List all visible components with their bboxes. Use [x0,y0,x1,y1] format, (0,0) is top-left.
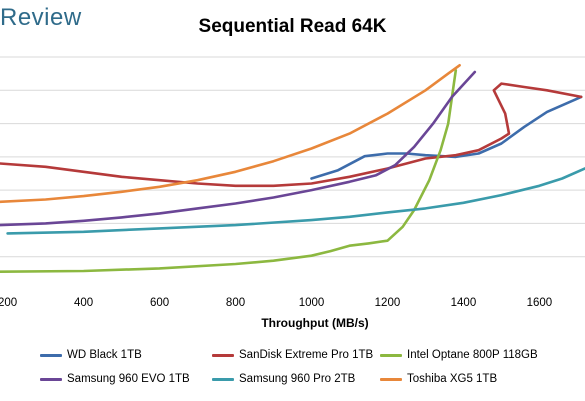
line-chart: 200 400 600 800 1000 1200 1400 1600 Throughput … [0,56,585,330]
legend-item: SanDisk Extreme Pro 1TB [212,349,373,361]
series-line-5 [0,64,461,204]
legend-swatch [40,353,62,357]
legend-label: Samsung 960 EVO 1TB [67,373,190,385]
x-tick-label: 1200 [375,297,401,309]
legend-swatch [380,353,402,357]
legend-label: Samsung 960 Pro 2TB [239,373,356,385]
legend-item: WD Black 1TB [40,349,142,361]
legend-item: Toshiba XG5 1TB [380,373,497,385]
legend-swatch [212,377,234,381]
series-line-1 [0,82,583,188]
legend-label: WD Black 1TB [67,349,142,361]
legend-swatch [212,353,234,357]
series-line-0 [310,95,583,180]
x-tick-label: 200 [0,297,17,309]
series-line-2 [0,69,458,274]
x-tick-label: 400 [74,297,93,309]
legend-swatch [40,377,62,381]
legend-swatch [380,377,402,381]
x-axis-label: Throughput (MB/s) [261,316,368,330]
legend-label: SanDisk Extreme Pro 1TB [239,349,374,361]
x-axis-ticks: 200 400 600 800 1000 1200 1400 1600 [0,297,552,309]
grid-lines [0,56,585,258]
chart-legend: WD Black 1TB SanDisk Extreme Pro 1TB Intel… [0,345,585,401]
series-line-4 [6,167,585,235]
x-tick-label: 1400 [451,297,477,309]
site-logo-text: Review [0,4,82,31]
legend-item: Samsung 960 Pro 2TB [212,373,355,385]
x-tick-label: 1000 [299,297,325,309]
x-tick-label: 600 [150,297,169,309]
x-tick-label: 1600 [527,297,553,309]
x-tick-label: 800 [226,297,245,309]
legend-item: Intel Optane 800P 118GB [380,349,538,361]
series-lines [0,64,585,274]
chart-title: Sequential Read 64K [198,16,387,37]
legend-item: Samsung 960 EVO 1TB [40,373,190,385]
legend-label: Intel Optane 800P 118GB [407,349,538,361]
series-line-3 [0,70,477,227]
legend-label: Toshiba XG5 1TB [407,373,498,385]
